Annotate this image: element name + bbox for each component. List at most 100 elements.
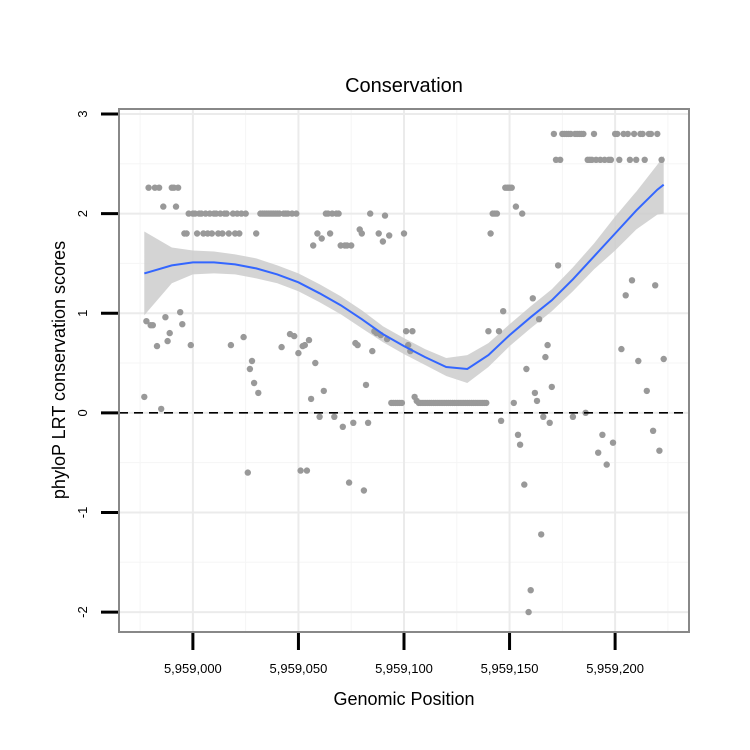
data-point <box>316 413 323 420</box>
data-point <box>400 230 408 237</box>
data-point <box>360 487 368 494</box>
data-point <box>358 230 365 237</box>
confidence-band-area <box>144 155 664 383</box>
data-point <box>386 232 393 239</box>
data-point <box>149 322 156 329</box>
data-point <box>521 481 528 488</box>
data-point <box>628 277 636 284</box>
data-point <box>367 210 374 217</box>
data-point <box>295 349 302 357</box>
x-tick-label: 5,959,100 <box>375 661 433 676</box>
data-point <box>227 341 235 349</box>
data-point <box>607 156 615 163</box>
data-point <box>219 230 226 237</box>
data-point <box>350 419 357 426</box>
data-point <box>155 184 163 191</box>
x-tick-label: 5,959,150 <box>481 661 539 676</box>
data-point <box>599 431 606 438</box>
data-point <box>590 130 598 138</box>
data-point <box>618 345 625 353</box>
y-tick-label: 2 <box>75 210 90 217</box>
data-point <box>375 230 382 237</box>
data-point <box>527 587 534 594</box>
data-point <box>381 212 389 219</box>
data-point <box>240 333 247 341</box>
data-point <box>320 387 327 395</box>
data-point <box>244 469 251 476</box>
data-point <box>633 156 640 163</box>
data-point <box>303 467 311 474</box>
y-axis: -2 -1 0 1 2 3 <box>75 110 118 618</box>
data-point <box>523 365 530 373</box>
data-point <box>153 342 161 350</box>
x-tick-label: 5,959,000 <box>164 661 222 676</box>
panel-border <box>118 108 690 633</box>
data-point <box>335 210 342 217</box>
data-point <box>660 355 667 363</box>
data-point <box>643 387 650 395</box>
y-tick-label: -2 <box>75 606 90 618</box>
x-axis: 5,959,000 5,959,050 5,959,100 5,959,150 5,95… <box>164 633 644 676</box>
data-point <box>649 427 657 434</box>
data-point <box>624 130 631 138</box>
data-point <box>542 353 549 361</box>
data-point <box>177 309 184 316</box>
data-points <box>141 130 667 616</box>
data-point <box>236 230 243 237</box>
data-point <box>635 357 642 365</box>
data-point <box>278 343 285 351</box>
data-point <box>225 230 232 237</box>
data-point <box>179 321 186 328</box>
data-point <box>544 341 551 349</box>
data-point <box>293 210 300 217</box>
data-point <box>310 242 317 249</box>
data-point <box>318 235 325 242</box>
data-point <box>654 130 661 138</box>
data-point <box>223 210 230 217</box>
data-point <box>208 230 216 237</box>
data-point <box>508 184 515 191</box>
x-axis-title: Genomic Position <box>333 689 474 709</box>
data-point <box>622 292 629 299</box>
data-point <box>580 130 587 138</box>
data-point <box>193 230 201 237</box>
data-point <box>160 203 167 210</box>
y-tick-label: 0 <box>75 409 90 416</box>
data-point <box>141 393 148 401</box>
data-point <box>546 419 553 426</box>
smooth-line-group <box>144 183 665 371</box>
data-point <box>354 341 361 349</box>
data-point <box>345 479 353 486</box>
data-point <box>510 399 517 407</box>
data-point <box>533 397 541 405</box>
data-point <box>307 395 315 403</box>
data-point <box>639 130 646 138</box>
data-point <box>531 389 539 397</box>
data-point <box>379 238 387 245</box>
data-point <box>246 365 254 373</box>
data-point <box>525 608 532 616</box>
data-point <box>398 399 406 407</box>
data-point <box>158 405 165 413</box>
data-point <box>519 210 526 217</box>
data-point <box>297 467 304 474</box>
data-point <box>253 230 260 237</box>
data-point <box>326 230 334 237</box>
data-point <box>487 230 494 237</box>
data-point <box>166 329 173 337</box>
data-point <box>305 336 313 344</box>
data-point <box>516 441 524 448</box>
data-point <box>656 447 663 454</box>
data-point <box>554 262 562 269</box>
data-point <box>529 295 536 302</box>
grid-lines <box>119 109 689 632</box>
data-point <box>362 381 370 389</box>
data-point <box>569 413 577 420</box>
data-point <box>291 332 298 340</box>
data-point <box>314 230 321 237</box>
data-point <box>630 130 638 138</box>
data-point <box>647 130 655 138</box>
data-point <box>187 341 194 349</box>
data-point <box>248 357 256 365</box>
